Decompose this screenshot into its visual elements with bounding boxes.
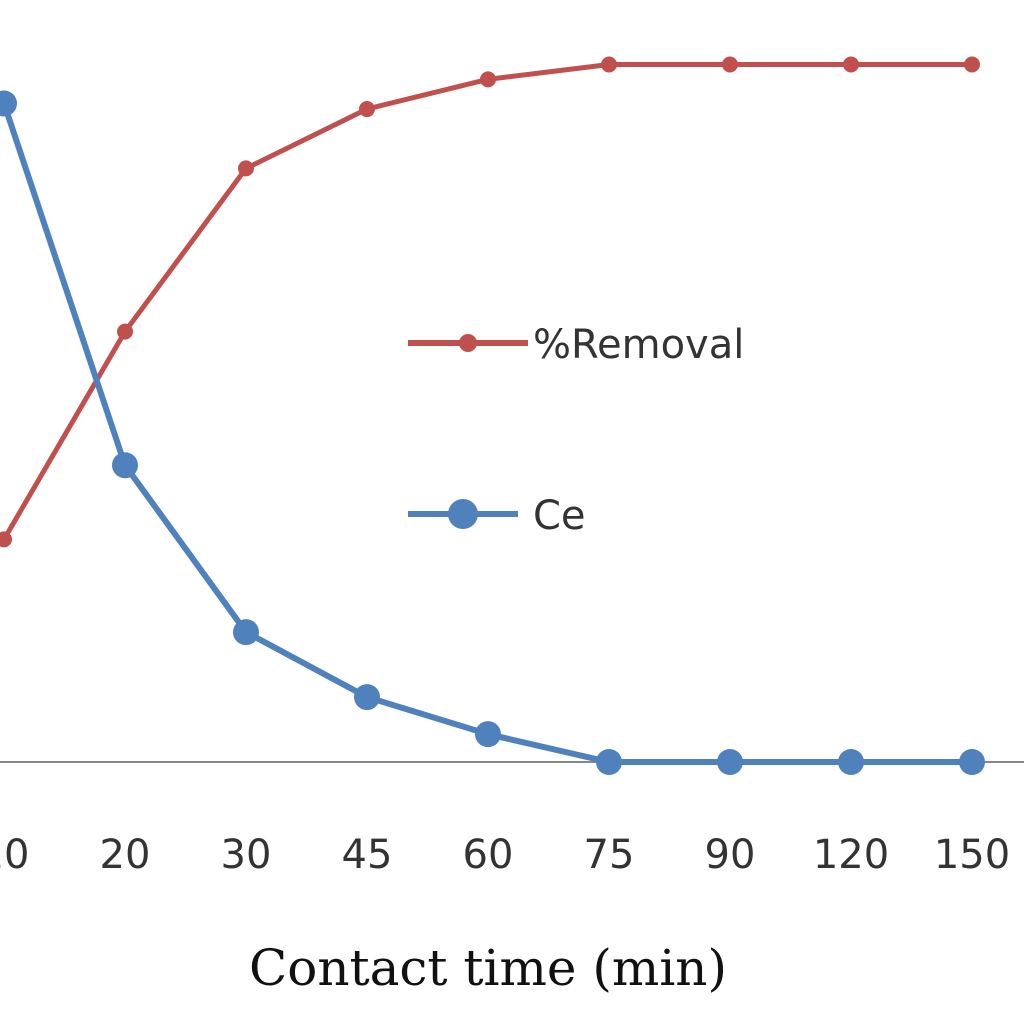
data-point-ce-20	[112, 452, 138, 479]
data-point-removal-90	[722, 56, 738, 73]
x-tick-label-45: 45	[342, 832, 393, 878]
series-layer	[0, 56, 985, 775]
data-point-ce-90	[717, 749, 743, 775]
data-point-removal-20	[117, 323, 133, 340]
x-tick-label-30: 30	[221, 832, 272, 878]
data-point-removal-60	[480, 71, 496, 88]
data-point-ce-75	[596, 749, 622, 775]
x-tick-label-120: 120	[813, 832, 889, 878]
x-axis-label: Contact time (min)	[249, 939, 727, 997]
data-point-ce-150	[959, 749, 985, 775]
legend-item-ce: Ce	[408, 493, 586, 539]
x-tick-label-90: 90	[705, 832, 756, 878]
x-tick-label-150: 150	[934, 832, 1010, 878]
x-tick-label-20: 20	[100, 832, 151, 878]
data-point-removal-45	[359, 101, 375, 118]
data-point-removal-75	[601, 56, 617, 73]
legend-marker-ce	[448, 499, 478, 529]
x-tick-label-60: 60	[463, 832, 514, 878]
data-point-removal-150	[964, 56, 980, 73]
legend-label-removal: %Removal	[533, 322, 744, 368]
x-tick-labels: 10 20 30 45 60 75 90 120 150	[0, 832, 1010, 878]
x-tick-label-10: 10	[0, 832, 29, 878]
data-point-removal-120	[843, 56, 859, 73]
series-removal	[0, 56, 980, 548]
legend-label-ce: Ce	[533, 493, 586, 539]
data-point-removal-30	[238, 160, 254, 177]
legend-marker-removal	[459, 334, 477, 352]
data-point-ce-30	[233, 619, 259, 646]
data-point-ce-60	[475, 721, 501, 748]
series-line-removal	[1, 62, 972, 541]
x-tick-label-75: 75	[584, 832, 635, 878]
data-point-removal-10	[0, 531, 12, 548]
data-point-ce-120	[838, 749, 864, 775]
legend: %Removal Ce	[408, 322, 744, 539]
series-line-ce	[1, 102, 972, 765]
data-point-ce-10	[0, 90, 17, 117]
series-ce	[0, 90, 985, 775]
legend-item-removal: %Removal	[408, 322, 744, 368]
data-point-ce-45	[354, 684, 380, 711]
